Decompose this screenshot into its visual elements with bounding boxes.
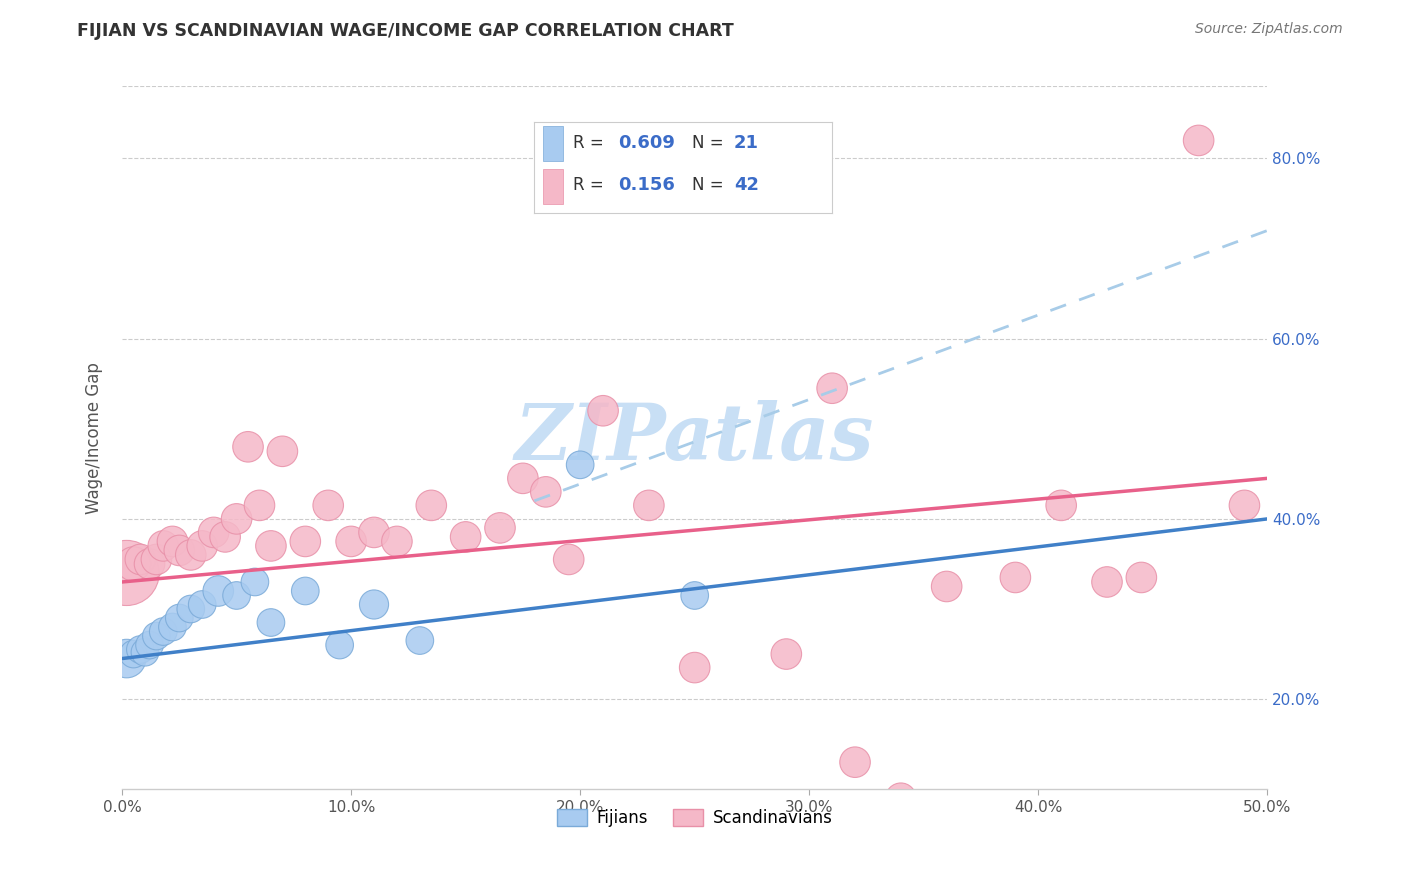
Point (243, 574, 266, 589)
Point (935, 579, 957, 593)
Point (294, 584, 316, 599)
Point (202, 525, 225, 540)
Point (115, 566, 138, 580)
Legend: Fijians, Scandinavians: Fijians, Scandinavians (550, 802, 839, 834)
Point (271, 444, 294, 458)
Point (340, 534, 363, 549)
Point (409, 633, 432, 648)
Point (363, 525, 385, 540)
Point (844, 755, 866, 769)
Point (145, 629, 167, 643)
Point (420, 499, 443, 513)
Point (683, 660, 706, 674)
Point (316, 499, 339, 513)
Point (1130, 570, 1153, 584)
Point (134, 645, 156, 659)
Y-axis label: Wage/Income Gap: Wage/Income Gap (86, 362, 103, 514)
Point (122, 647, 145, 661)
Point (162, 620, 184, 634)
Point (385, 534, 408, 549)
Point (363, 598, 385, 612)
Text: Source: ZipAtlas.com: Source: ZipAtlas.com (1195, 22, 1343, 37)
Point (489, 521, 512, 535)
Point (1188, 133, 1211, 147)
Point (454, 530, 477, 544)
Point (775, 647, 797, 661)
Point (225, 589, 247, 603)
Point (1004, 570, 1026, 584)
Point (115, 651, 138, 665)
Point (1095, 574, 1118, 589)
Point (294, 534, 316, 549)
Point (225, 512, 247, 526)
Point (1233, 499, 1256, 513)
Point (260, 615, 283, 630)
Point (1050, 499, 1073, 513)
Point (260, 539, 283, 553)
Point (821, 381, 844, 395)
Point (249, 499, 271, 513)
Point (557, 552, 579, 566)
Point (162, 534, 184, 549)
Point (180, 602, 202, 616)
Point (569, 458, 592, 472)
Point (152, 624, 174, 639)
Point (129, 642, 152, 657)
Point (638, 499, 661, 513)
Point (138, 557, 160, 571)
Point (207, 584, 229, 599)
Text: FIJIAN VS SCANDINAVIAN WAGE/INCOME GAP CORRELATION CHART: FIJIAN VS SCANDINAVIAN WAGE/INCOME GAP C… (77, 22, 734, 40)
Point (329, 638, 352, 652)
Point (683, 589, 706, 603)
Point (236, 440, 259, 454)
Text: ZIPatlas: ZIPatlas (515, 400, 875, 476)
Point (890, 791, 912, 805)
Point (145, 552, 167, 566)
Point (191, 539, 214, 553)
Point (214, 530, 236, 544)
Point (169, 543, 191, 558)
Point (592, 403, 614, 417)
Point (122, 557, 145, 571)
Point (169, 611, 191, 625)
Point (152, 539, 174, 553)
Point (129, 552, 152, 566)
Point (512, 471, 534, 485)
Point (191, 598, 214, 612)
Point (534, 484, 557, 499)
Point (138, 638, 160, 652)
Point (180, 548, 202, 562)
